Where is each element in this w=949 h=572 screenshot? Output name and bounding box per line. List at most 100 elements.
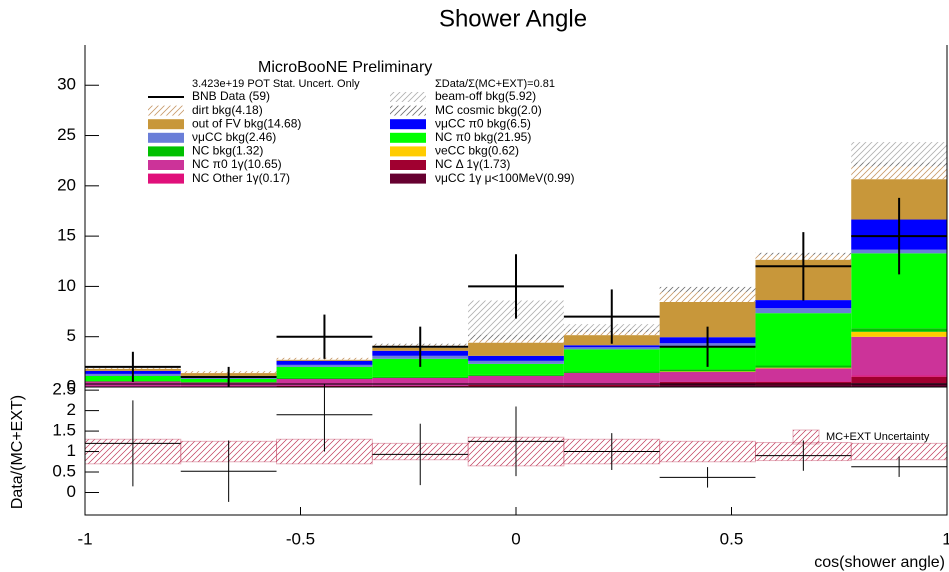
stack-segment: [468, 374, 564, 376]
legend-swatch: [148, 146, 184, 157]
legend-label: MC+EXT Uncertainty: [826, 431, 930, 443]
stack-segment: [659, 286, 756, 292]
y-tick-label: 30: [57, 75, 76, 94]
stack-segment: [851, 328, 947, 332]
annotation: ΣData/Σ(MC+EXT)=0.81: [435, 78, 555, 90]
legend-swatch: [148, 132, 184, 143]
stack-segment: [755, 365, 852, 368]
y-tick-label: 2.5: [52, 380, 76, 399]
legend-swatch: [390, 119, 426, 130]
stack-segment: [851, 375, 947, 377]
legend-swatch: [390, 160, 426, 170]
legend-swatch: [148, 173, 184, 184]
x-tick-label: 0.5: [720, 529, 744, 548]
frame: [84, 383, 948, 516]
stack-segment: [851, 166, 947, 180]
legend-label: NC π0 1γ(10.65): [192, 157, 282, 171]
stack-segment: [468, 384, 564, 387]
plot-area: [85, 384, 947, 502]
stack-segment: [755, 308, 852, 314]
legend-swatch: [390, 132, 426, 143]
stack-segment: [563, 384, 660, 387]
legend-swatch: [390, 173, 426, 184]
stack-segment: [563, 347, 660, 350]
y-tick-label: 0.5: [52, 462, 76, 481]
y-tick-label: 1.5: [52, 421, 76, 440]
stack-segment: [372, 376, 469, 378]
legend-swatch: [390, 105, 426, 116]
y-tick-label: 1: [67, 441, 76, 460]
stack-segment: [659, 381, 756, 384]
x-tick-label: -0.5: [286, 529, 315, 548]
legend-swatch: [148, 105, 184, 116]
legend-label: BNB Data (59): [192, 89, 270, 103]
stack-segment: [755, 368, 852, 382]
legend-label: νμCC bkg(2.46): [192, 130, 276, 144]
legend-label: dirt bkg(4.18): [192, 103, 263, 117]
stack-segment: [468, 363, 564, 375]
legend-label: NC Δ 1γ(1.73): [435, 157, 510, 171]
stack-segment: [276, 378, 373, 386]
stack-segment: [468, 360, 564, 364]
stack-segment: [851, 331, 947, 337]
chart-title: Shower Angle: [439, 5, 587, 32]
legend-label: NC Other 1γ(0.17): [192, 171, 290, 185]
stack-segment: [659, 369, 756, 372]
y-tick-label: 25: [57, 125, 76, 144]
stack-segment: [563, 372, 660, 385]
stack-segment: [851, 162, 947, 167]
legend-label: νμCC π0 bkg(6.5): [435, 116, 531, 130]
stack-segment: [563, 371, 660, 373]
stack-segment: [276, 359, 373, 361]
legend-label: MC cosmic bkg(2.0): [435, 103, 542, 117]
stack-segment: [755, 381, 852, 385]
stack-segment: [372, 358, 469, 377]
y-tick-label: 2: [67, 400, 76, 419]
legend-swatch: [792, 429, 820, 445]
legend-label: νeCC bkg(0.62): [435, 144, 519, 158]
stack-segment: [851, 383, 947, 387]
stack-segment: [851, 142, 947, 163]
stack-segment: [468, 375, 564, 385]
uncertainty-band: [659, 440, 756, 463]
legend-label: NC π0 bkg(21.95): [435, 130, 531, 144]
stack-segment: [468, 334, 564, 340]
y-tick-label: 5: [67, 326, 76, 345]
stack-segment: [563, 345, 660, 348]
stack-segment: [468, 342, 564, 356]
stack-segment: [755, 313, 852, 366]
y-tick-label: 10: [57, 276, 76, 295]
stack-segment: [659, 371, 756, 372]
legend-swatch: [148, 160, 184, 170]
stack-segment: [563, 349, 660, 372]
y-axis-label: Data/(MC+EXT): [9, 395, 26, 509]
legend-swatch: [390, 146, 426, 157]
stack-segment: [276, 364, 373, 367]
stack-segment: [755, 300, 852, 309]
stack-segment: [659, 383, 756, 387]
legend-label: νμCC 1γ μ<100MeV(0.99): [435, 171, 575, 185]
annotation: MicroBooNE Preliminary: [258, 59, 432, 76]
x-tick-label: 0: [511, 529, 520, 548]
stack-segment: [851, 376, 947, 384]
y-tick-label: 20: [57, 175, 76, 194]
x-axis-label: cos(shower angle): [814, 554, 945, 571]
stack-segment: [372, 385, 469, 387]
legend-label: out of FV bkg(14.68): [192, 116, 301, 130]
stack-segment: [372, 377, 469, 386]
stack-segment: [851, 336, 947, 376]
y-tick-label: 0: [67, 376, 76, 395]
stack-segment: [276, 360, 373, 365]
stack-segment: [755, 384, 852, 387]
annotation: 3.423e+19 POT Stat. Uncert. Only: [192, 78, 360, 90]
legend-swatch: [148, 119, 184, 130]
legend-label: NC bkg(1.32): [192, 144, 263, 158]
legend-swatch: [390, 92, 426, 102]
y-tick-label: 15: [57, 226, 76, 245]
stack-segment: [755, 367, 852, 369]
stack-segment: [468, 355, 564, 361]
legend-label: beam-off bkg(5.92): [435, 89, 536, 103]
x-tick-label: -1: [77, 529, 92, 548]
stack-segment: [659, 291, 756, 303]
